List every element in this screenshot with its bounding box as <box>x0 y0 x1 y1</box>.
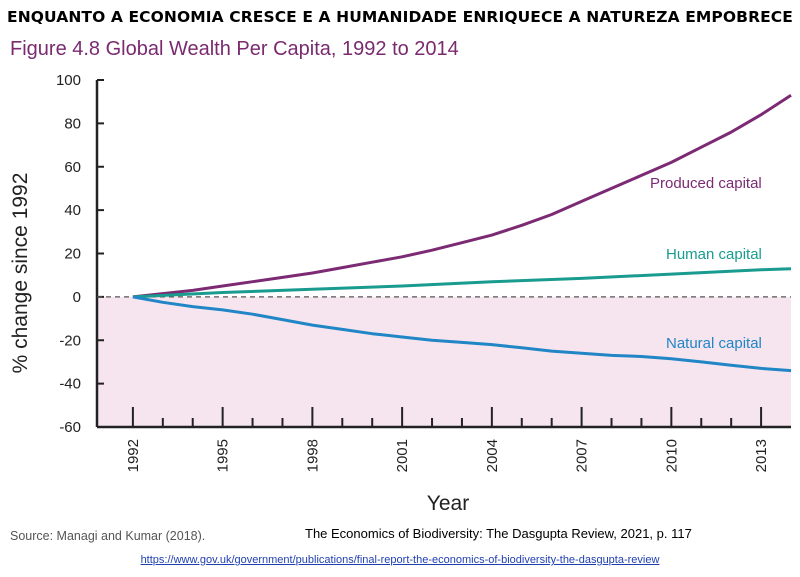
figure-title: Figure 4.8 Global Wealth Per Capita, 199… <box>10 38 459 60</box>
x-tick-label: 1995 <box>215 439 232 472</box>
series-line-human <box>132 267 792 299</box>
y-tick-label: 20 <box>64 246 81 263</box>
negative-region <box>97 296 791 427</box>
y-tick-label: 80 <box>64 115 81 132</box>
reference-note: The Economics of Biodiversity: The Dasgu… <box>305 526 692 541</box>
series-layer <box>132 93 792 373</box>
y-axis-label: % change since 1992 <box>9 173 32 374</box>
y-tick-label: -20 <box>59 332 81 349</box>
series-line-natural <box>132 295 792 373</box>
series-line-produced <box>132 93 792 299</box>
labels-layer: -60 -40 -20 0 20 40 60 80 100 1992 1995 1998 2001 200… <box>56 72 770 472</box>
x-tick-label: 1998 <box>304 439 321 472</box>
headline: ENQUANTO A ECONOMIA CRESCE E A HUMANIDAD… <box>7 8 793 26</box>
axes-layer <box>95 80 791 429</box>
y-tick-label: 60 <box>64 159 81 176</box>
x-tick-label: 1992 <box>125 439 142 472</box>
y-tick-label: -60 <box>59 419 81 436</box>
series-label-produced: Produced capital <box>650 175 762 192</box>
tick-marks-layer <box>97 79 763 428</box>
series-label-natural: Natural capital <box>666 335 762 352</box>
x-tick-label: 2001 <box>394 439 411 472</box>
y-tick-label: 0 <box>73 289 81 306</box>
x-axis-label: Year <box>427 492 469 515</box>
series-label-human: Human capital <box>666 246 762 263</box>
x-tick-label: 2004 <box>484 439 501 472</box>
source-note: Source: Managi and Kumar (2018). <box>10 529 206 543</box>
reference-link[interactable]: https://www.gov.uk/government/publicatio… <box>140 554 660 566</box>
y-tick-label: 40 <box>64 202 81 219</box>
x-tick-label: 2007 <box>574 439 591 472</box>
x-tick-label: 2010 <box>663 439 680 472</box>
y-tick-label: 100 <box>56 72 81 89</box>
y-tick-label: -40 <box>59 376 81 393</box>
x-tick-label: 2013 <box>753 439 770 472</box>
negative-region-layer <box>97 296 791 427</box>
